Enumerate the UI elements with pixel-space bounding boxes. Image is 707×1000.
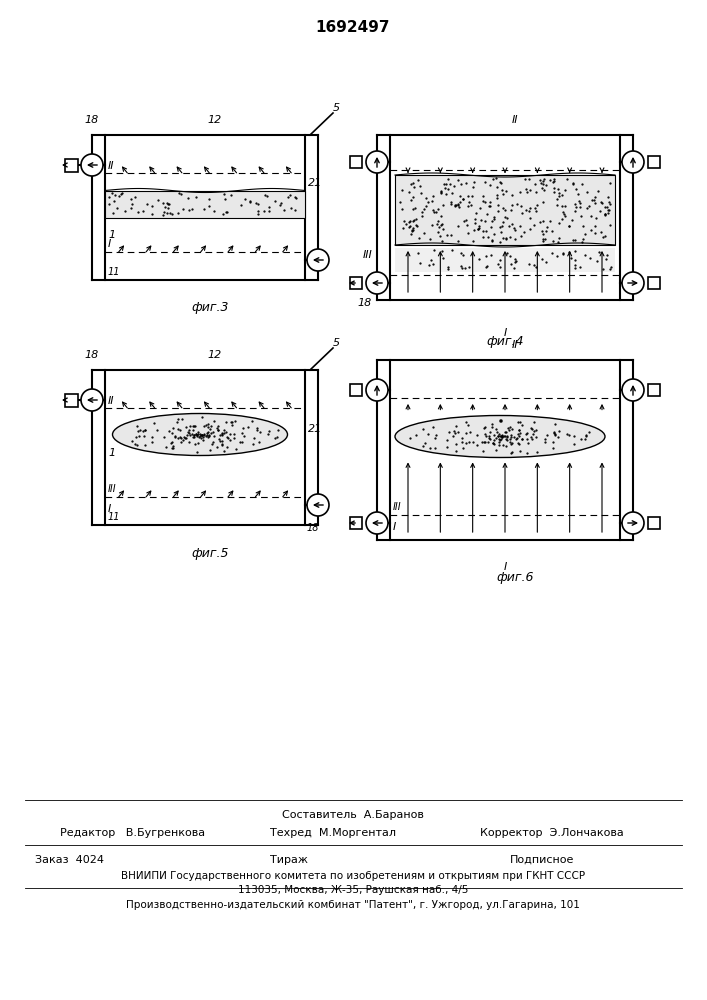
Circle shape	[307, 249, 329, 271]
Text: I: I	[108, 239, 111, 249]
Text: фиг.5: фиг.5	[192, 546, 229, 560]
Text: 12: 12	[208, 350, 222, 360]
Circle shape	[81, 389, 103, 411]
Circle shape	[622, 151, 644, 173]
Text: II: II	[512, 115, 518, 125]
Text: Тираж: Тираж	[270, 855, 308, 865]
Circle shape	[622, 379, 644, 401]
Bar	[648, 384, 660, 396]
Bar	[105, 135, 305, 280]
Text: 1692497: 1692497	[316, 19, 390, 34]
Text: 1: 1	[108, 230, 115, 240]
Circle shape	[366, 272, 388, 294]
Bar	[64, 393, 78, 406]
Text: 12: 12	[208, 115, 222, 125]
Text: I: I	[108, 504, 111, 514]
Text: II: II	[108, 161, 115, 171]
Text: 18: 18	[358, 298, 372, 308]
Text: Составитель  А.Баранов: Составитель А.Баранов	[282, 810, 424, 820]
Text: III: III	[108, 484, 117, 494]
Bar	[648, 517, 660, 529]
Text: III: III	[393, 502, 402, 512]
Circle shape	[366, 379, 388, 401]
Text: Техред  М.Моргентал: Техред М.Моргентал	[270, 828, 396, 838]
Text: Редактор   В.Бугренкова: Редактор В.Бугренкова	[60, 828, 205, 838]
Text: I: I	[503, 328, 507, 338]
Text: фиг.4: фиг.4	[486, 336, 524, 349]
Circle shape	[622, 512, 644, 534]
Text: фиг.6: фиг.6	[496, 572, 534, 584]
Text: 18: 18	[307, 523, 320, 533]
Text: Корректор  Э.Лончакова: Корректор Э.Лончакова	[480, 828, 624, 838]
Ellipse shape	[395, 416, 605, 458]
Bar	[350, 277, 362, 289]
Text: 21: 21	[308, 178, 322, 188]
Bar	[395, 175, 615, 245]
Text: II: II	[108, 396, 115, 406]
Text: 11: 11	[108, 512, 120, 522]
Text: II: II	[512, 340, 518, 350]
Text: III: III	[362, 250, 372, 260]
Text: 1: 1	[108, 448, 115, 458]
Text: 5: 5	[333, 103, 340, 113]
Text: I: I	[503, 562, 507, 572]
Text: 18: 18	[85, 350, 99, 360]
Circle shape	[366, 151, 388, 173]
Text: Подписное: Подписное	[510, 855, 574, 865]
Text: 113035, Москва, Ж-35, Раушская наб., 4/5: 113035, Москва, Ж-35, Раушская наб., 4/5	[238, 885, 468, 895]
Bar	[648, 277, 660, 289]
Text: I: I	[393, 522, 396, 532]
Text: Производственно-издательский комбинат "Патент", г. Ужгород, ул.Гагарина, 101: Производственно-издательский комбинат "П…	[126, 900, 580, 910]
Bar	[105, 190, 305, 218]
Text: ВНИИПИ Государственного комитета по изобретениям и открытиям при ГКНТ СССР: ВНИИПИ Государственного комитета по изоб…	[121, 871, 585, 881]
Text: 21: 21	[308, 424, 322, 434]
Text: фиг.3: фиг.3	[192, 302, 229, 314]
Circle shape	[307, 494, 329, 516]
Bar	[390, 360, 620, 540]
Bar	[648, 156, 660, 168]
Ellipse shape	[112, 414, 288, 456]
Bar	[64, 158, 78, 172]
Bar	[105, 370, 305, 525]
Bar	[350, 517, 362, 529]
Circle shape	[81, 154, 103, 176]
Bar	[350, 384, 362, 396]
Text: 5: 5	[333, 338, 340, 348]
Circle shape	[366, 512, 388, 534]
Text: Заказ  4024: Заказ 4024	[35, 855, 104, 865]
Bar	[395, 248, 615, 272]
Text: 18: 18	[85, 115, 99, 125]
Text: 11: 11	[108, 267, 120, 277]
Bar	[390, 135, 620, 300]
Circle shape	[622, 272, 644, 294]
Bar	[350, 156, 362, 168]
